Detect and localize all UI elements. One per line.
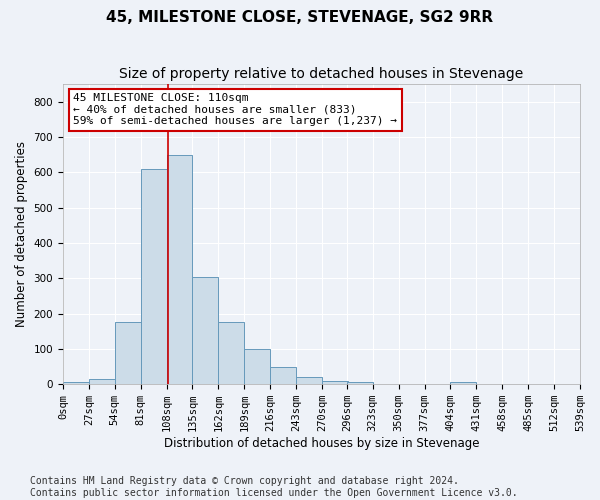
Bar xyxy=(451,382,476,384)
Bar xyxy=(63,382,89,384)
Bar xyxy=(270,366,296,384)
Bar xyxy=(89,379,115,384)
Bar xyxy=(193,276,218,384)
Bar xyxy=(296,377,322,384)
Bar xyxy=(322,380,348,384)
Text: 45 MILESTONE CLOSE: 110sqm
← 40% of detached houses are smaller (833)
59% of sem: 45 MILESTONE CLOSE: 110sqm ← 40% of deta… xyxy=(73,93,397,126)
X-axis label: Distribution of detached houses by size in Stevenage: Distribution of detached houses by size … xyxy=(164,437,479,450)
Bar xyxy=(218,322,244,384)
Text: 45, MILESTONE CLOSE, STEVENAGE, SG2 9RR: 45, MILESTONE CLOSE, STEVENAGE, SG2 9RR xyxy=(106,10,494,25)
Text: Contains HM Land Registry data © Crown copyright and database right 2024.
Contai: Contains HM Land Registry data © Crown c… xyxy=(30,476,518,498)
Title: Size of property relative to detached houses in Stevenage: Size of property relative to detached ho… xyxy=(119,68,524,82)
Bar xyxy=(167,154,193,384)
Bar xyxy=(115,322,140,384)
Y-axis label: Number of detached properties: Number of detached properties xyxy=(15,141,28,327)
Bar xyxy=(347,382,373,384)
Bar xyxy=(244,349,270,384)
Bar xyxy=(140,169,167,384)
